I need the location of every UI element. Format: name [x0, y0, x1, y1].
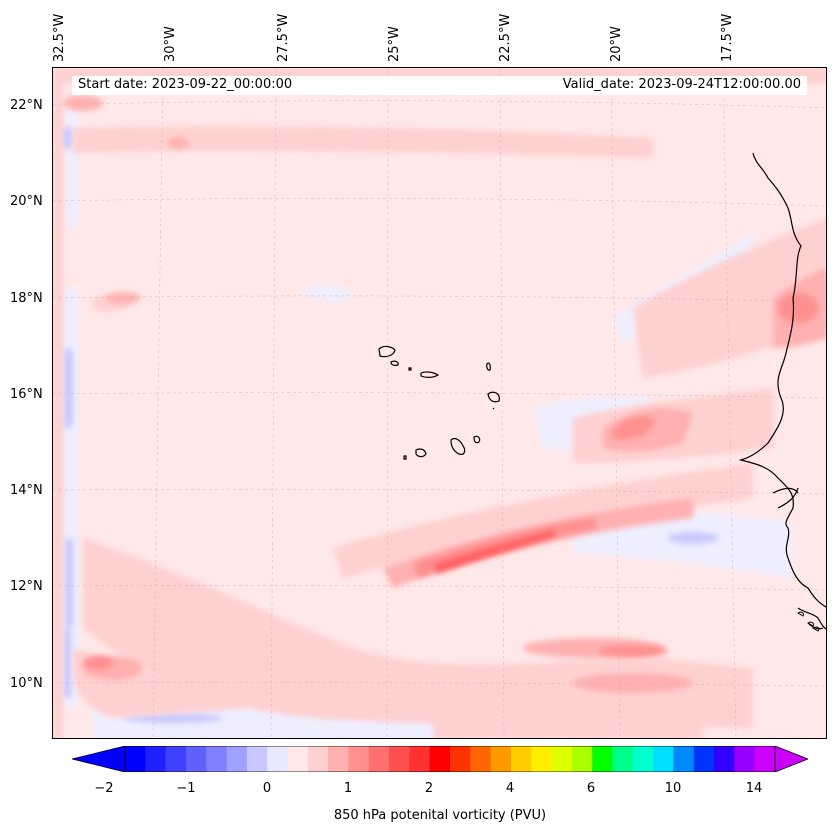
colorbar-cell	[226, 746, 248, 772]
start-date-text: Start date: 2023-09-22_00:00:00	[78, 77, 293, 92]
colorbar-cell	[592, 746, 613, 772]
colorbar-tick-neg2: −2	[94, 781, 114, 796]
pv-field	[53, 68, 826, 738]
colorbar-cell	[571, 746, 593, 772]
colorbar-cell	[531, 746, 553, 772]
colorbar-tick-neg1: −1	[176, 781, 196, 796]
positive-pv-medium	[63, 95, 826, 693]
colorbar-cell	[165, 746, 187, 772]
colorbar-tick-10: 10	[664, 781, 682, 796]
colorbar-cell	[551, 746, 573, 772]
lon-label-22.5w: 22.5°W	[498, 13, 513, 62]
colorbar-cell	[673, 746, 695, 772]
colorbar-cell	[714, 746, 735, 772]
positive-pv-peak	[433, 530, 556, 573]
lat-label-10n: 10°N	[10, 676, 43, 691]
colorbar-cell	[612, 746, 634, 772]
colorbar-cell	[734, 746, 756, 772]
colorbar-cell	[450, 746, 471, 772]
colorbar-tick-0: 0	[262, 781, 272, 796]
lat-label-14n: 14°N	[10, 483, 43, 498]
colorbar-cell	[470, 746, 492, 772]
colorbar-cell	[145, 746, 167, 772]
colorbar-cell	[429, 746, 451, 772]
colorbar-extend-min	[72, 746, 126, 772]
colorbar-cell	[206, 746, 228, 772]
cape-verde-islands	[378, 345, 500, 460]
colorbar-cell	[653, 746, 674, 772]
colorbar-tick-2: 2	[424, 781, 434, 796]
lon-label-17.5w: 17.5°W	[720, 13, 735, 62]
graticule	[53, 68, 826, 738]
colorbar-cells	[72, 746, 808, 772]
colorbar-cell	[246, 746, 268, 772]
colorbar-cell	[328, 746, 349, 772]
colorbar	[72, 746, 808, 772]
lat-label-16n: 16°N	[10, 387, 43, 402]
colorbar-cell	[754, 746, 776, 772]
colorbar-label: 850 hPa potenital vorticity (PVU)	[333, 808, 547, 823]
date-header: Start date: 2023-09-22_00:00:00 Valid_da…	[72, 76, 807, 95]
colorbar-outline	[124, 746, 776, 772]
colorbar-tick-1: 1	[343, 781, 353, 796]
colorbar-cell	[389, 746, 410, 772]
colorbar-cell	[510, 746, 532, 772]
colorbar-cell	[287, 746, 309, 772]
colorbar-cell	[185, 746, 207, 772]
map-area[interactable]	[52, 67, 827, 739]
lon-label-27.5w: 27.5°W	[276, 13, 291, 62]
colorbar-cell	[490, 746, 512, 772]
lon-label-20w: 20°W	[609, 26, 624, 62]
colorbar-cell	[307, 746, 329, 772]
lon-label-25w: 25°W	[387, 26, 402, 62]
colorbar-cell	[267, 746, 288, 772]
colorbar-cell	[693, 746, 715, 772]
lat-label-22n: 22°N	[10, 98, 43, 113]
colorbar-cell	[348, 746, 370, 772]
valid-date-text: Valid_date: 2023-09-24T12:00:00.00	[562, 77, 801, 92]
lat-label-20n: 20°N	[10, 194, 43, 209]
coastal-islands	[797, 611, 820, 632]
colorbar-tick-4: 4	[505, 781, 515, 796]
colorbar-cell	[125, 746, 146, 772]
lon-label-30w: 30°W	[163, 26, 178, 62]
colorbar-extend-max	[774, 746, 808, 772]
lon-label-32.5w: 32.5°W	[52, 13, 67, 62]
colorbar-cell	[632, 746, 654, 772]
lat-label-12n: 12°N	[10, 579, 43, 594]
colorbar-cell	[368, 746, 390, 772]
colorbar-tick-6: 6	[586, 781, 596, 796]
colorbar-tick-14: 14	[745, 781, 763, 796]
colorbar-cell	[409, 746, 431, 772]
lat-label-18n: 18°N	[10, 291, 43, 306]
